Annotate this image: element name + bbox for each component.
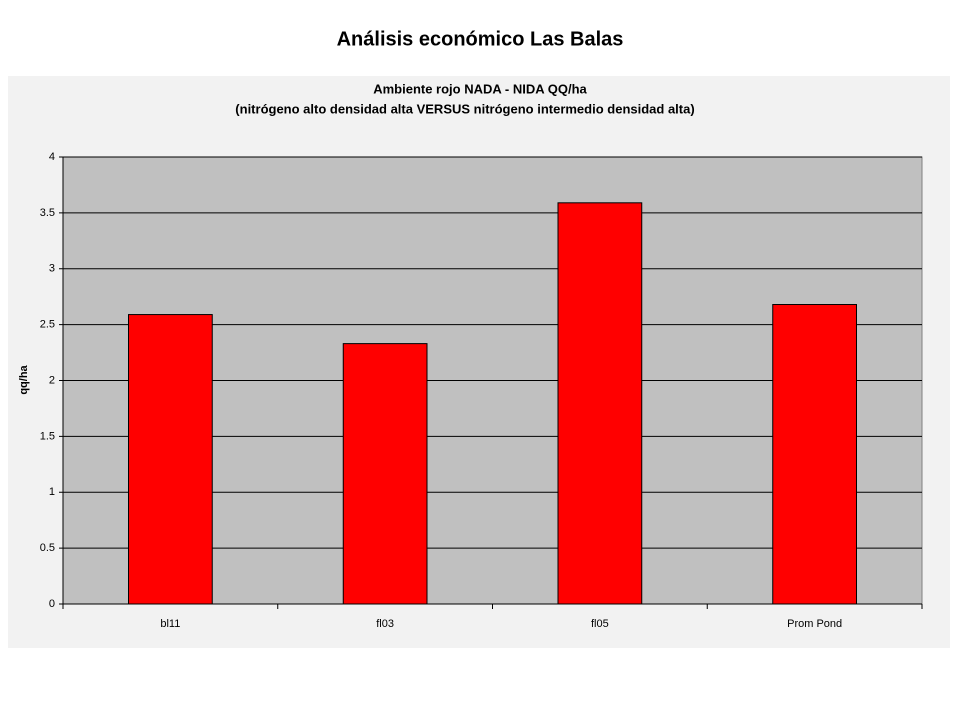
y-tick-label: 0.5	[40, 542, 55, 554]
page-heading: Análisis económico Las Balas	[337, 28, 624, 50]
bar	[342, 343, 428, 605]
y-tick-label: 3.5	[40, 207, 55, 219]
chart-subtitle: (nitrógeno alto densidad alta VERSUS nit…	[235, 101, 694, 116]
bar	[772, 304, 858, 605]
chart-title: Ambiente rojo NADA - NIDA QQ/ha	[373, 81, 587, 96]
y-tick-label: 1.5	[40, 430, 55, 442]
x-tick-label: Prom Pond	[787, 618, 842, 630]
x-tick-label: fl03	[376, 618, 394, 630]
bar	[557, 202, 643, 605]
y-tick-label: 4	[49, 151, 55, 163]
y-tick-label: 0	[49, 598, 55, 610]
y-tick-label: 1	[49, 486, 55, 498]
y-axis-label: qq/ha	[18, 364, 30, 394]
y-tick-label: 3	[49, 263, 55, 275]
x-tick-label: bl11	[160, 618, 180, 630]
bar	[127, 314, 213, 605]
y-tick-label: 2.5	[40, 319, 55, 331]
x-tick-label: fl05	[591, 618, 609, 630]
y-tick-label: 2	[49, 374, 55, 386]
